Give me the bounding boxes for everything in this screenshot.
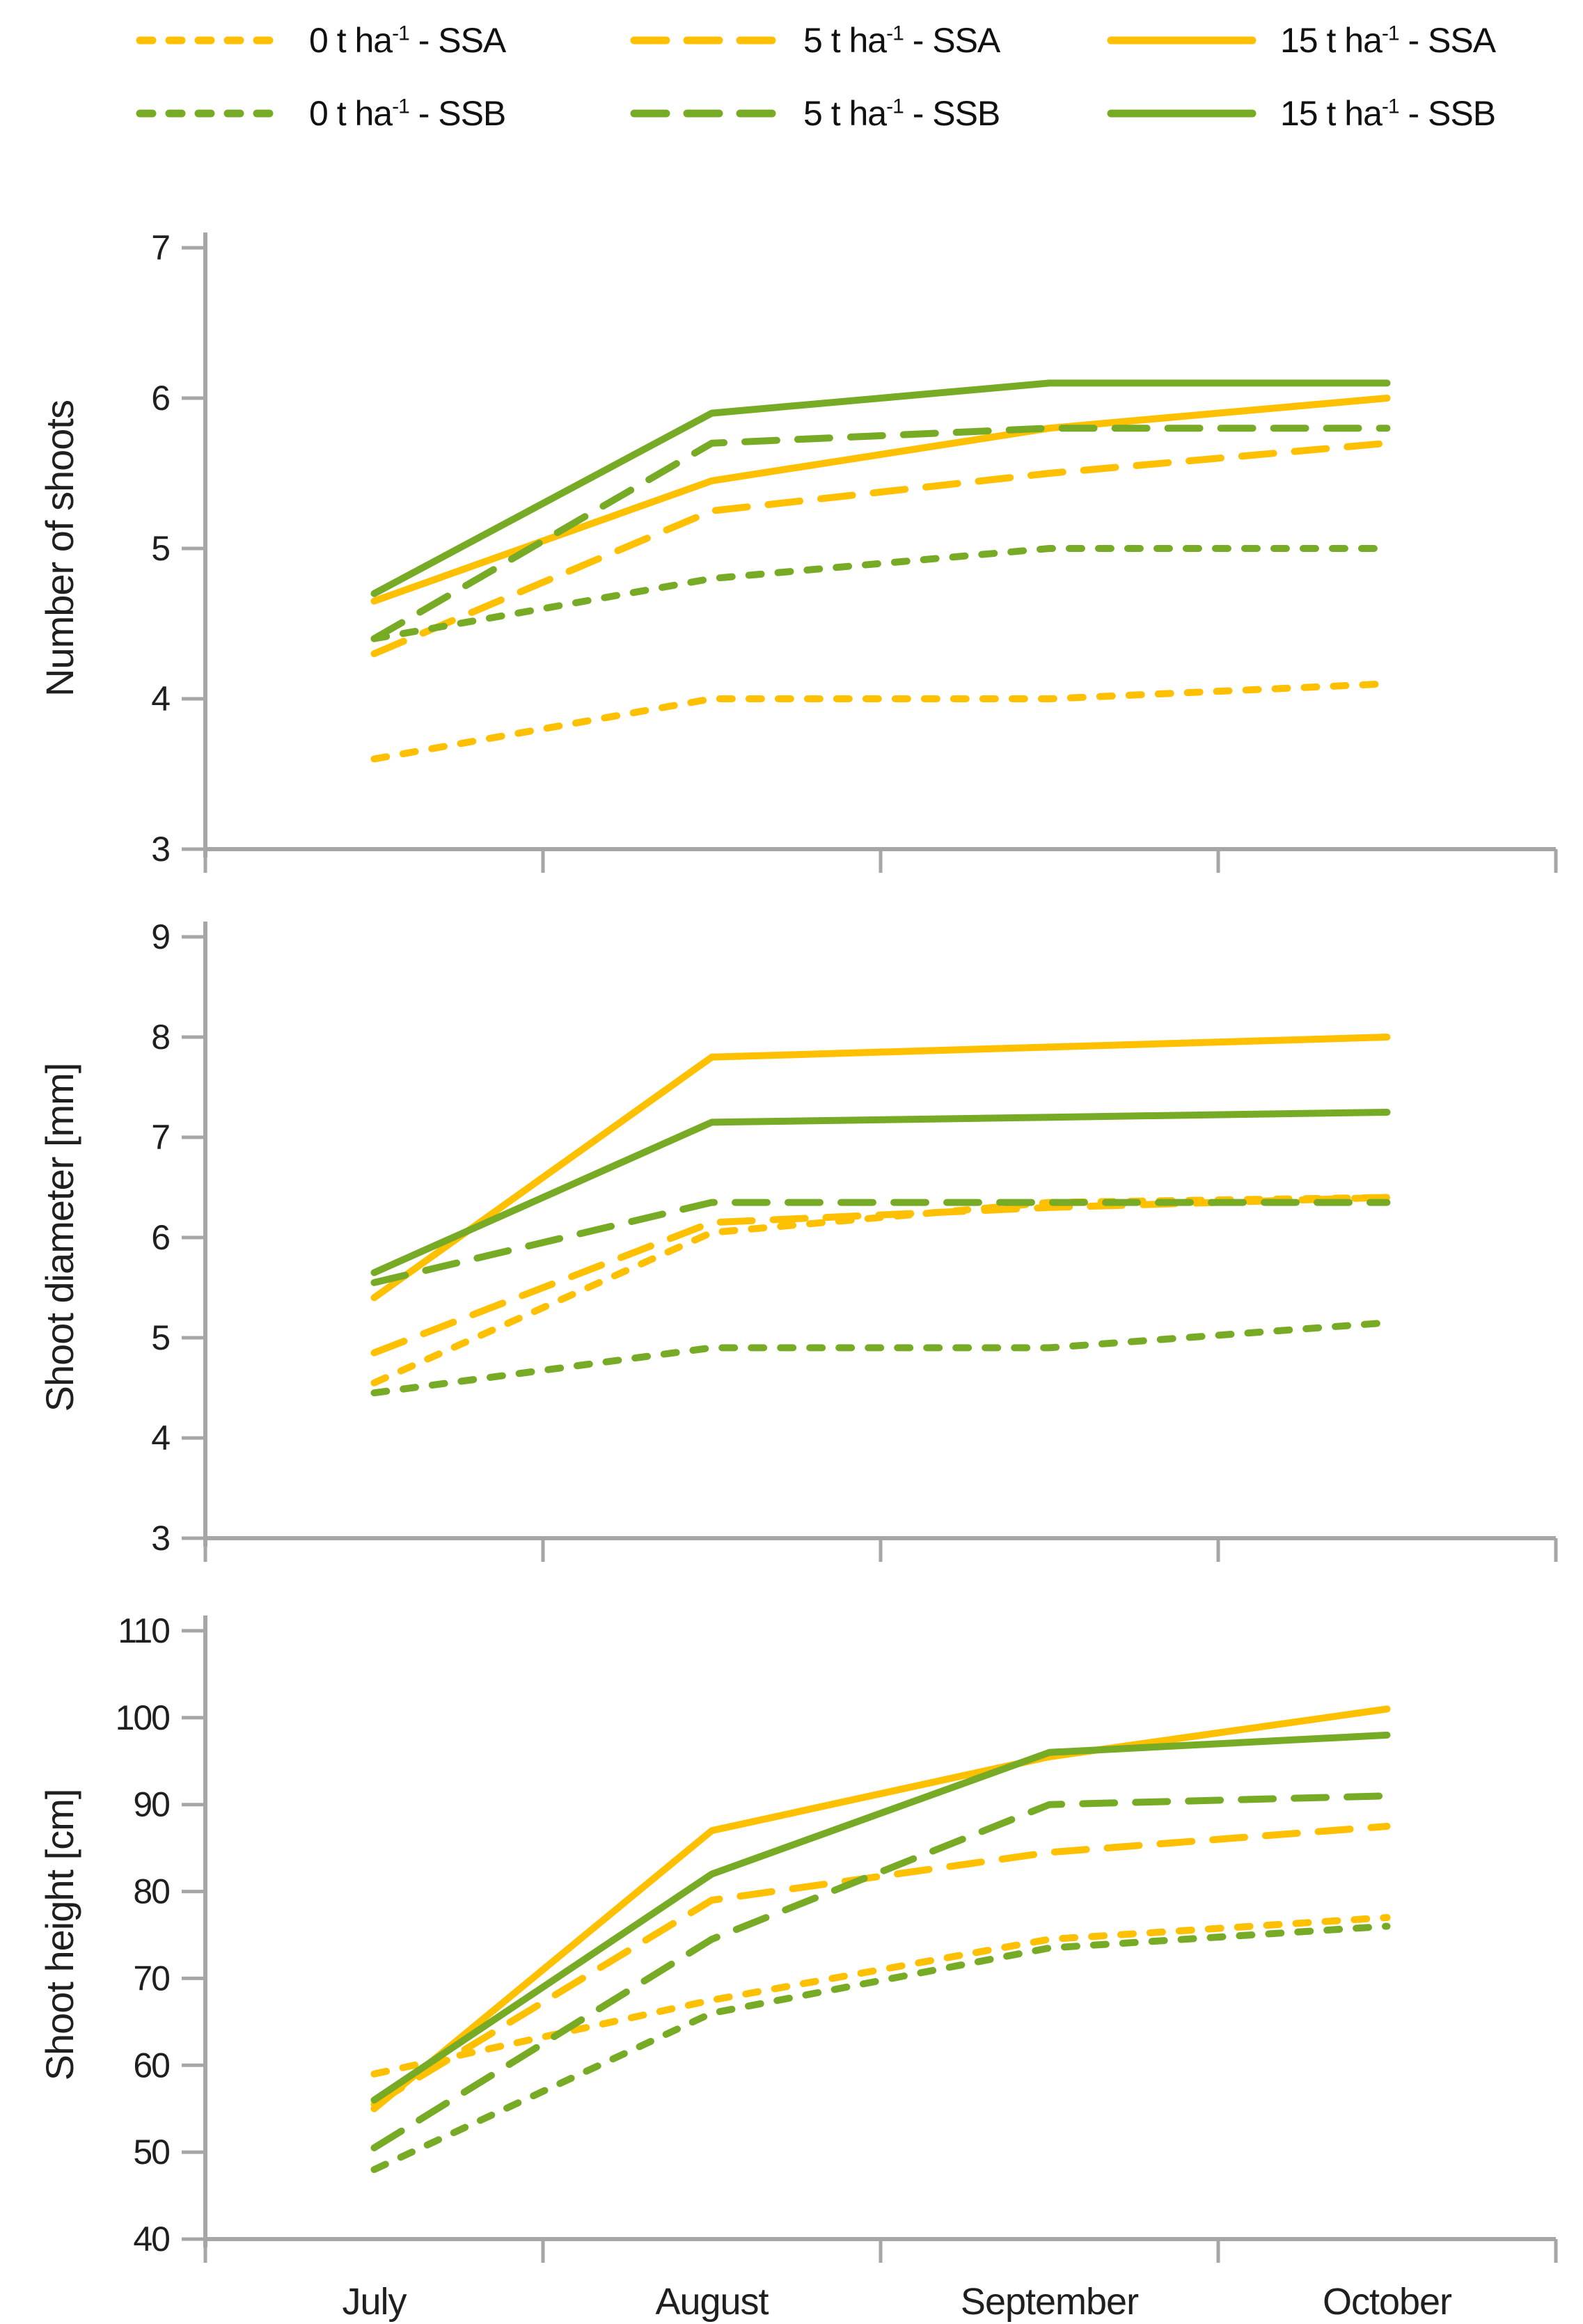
y-tick-label: 40 — [133, 2220, 169, 2259]
legend-item-15SSA: 15 t ha-1 - SSA — [1107, 18, 1496, 63]
series-line-5-t-ha-1---SSB — [370, 425, 1391, 642]
y-tick-label: 7 — [151, 1118, 169, 1157]
y-axis-title-number-of-shoots: Number of shoots — [37, 400, 81, 697]
series-line-15-t-ha-1---SSB — [370, 1109, 1391, 1276]
legend: 0 t ha-1 - SSA 5 t ha-1 - SSA 15 t ha-1 - … — [0, 0, 1583, 160]
y-tick-label: 5 — [151, 1318, 169, 1357]
y-tick-label: 9 — [151, 917, 169, 956]
legend-line-sample-solid — [1107, 36, 1257, 45]
series-line-5-t-ha-1---SSA — [370, 1822, 1391, 2108]
y-axis-title-shoot-height: Shoot height [cm] — [37, 1789, 81, 2081]
y-tick-label: 5 — [151, 529, 169, 568]
series-line-0-t-ha-1---SSA — [370, 1914, 1391, 2078]
series-line-15-t-ha-1---SSA — [370, 1705, 1391, 2112]
series-line-15-t-ha-1---SSB — [370, 379, 1391, 597]
legend-label: 15 t ha-1 - SSB — [1280, 94, 1496, 133]
legend-item-15SSB: 15 t ha-1 - SSB — [1107, 91, 1496, 136]
y-tick-label: 70 — [133, 1959, 169, 1998]
series-line-0-t-ha-1---SSB — [370, 1922, 1391, 2174]
series-line-5-t-ha-1---SSA — [370, 439, 1391, 658]
legend-label: 5 t ha-1 - SSB — [803, 94, 1000, 133]
series-line-0-t-ha-1---SSA — [370, 680, 1391, 763]
series-line-0-t-ha-1---SSA — [370, 1194, 1391, 1386]
y-tick-label: 7 — [151, 228, 169, 267]
legend-line-sample-short — [136, 109, 285, 118]
series-line-15-t-ha-1---SSA — [370, 395, 1391, 605]
y-tick-label: 8 — [151, 1018, 169, 1057]
y-tick-label: 3 — [151, 1519, 169, 1558]
y-tick-label: 50 — [133, 2133, 169, 2172]
series-line-5-t-ha-1---SSB — [370, 1792, 1391, 2151]
legend-line-sample-solid — [1107, 109, 1257, 118]
series-line-15-t-ha-1---SSB — [370, 1731, 1391, 2104]
legend-item-0SSB: 0 t ha-1 - SSB — [136, 91, 506, 136]
series-line-0-t-ha-1---SSB — [370, 1319, 1391, 1397]
series-line-5-t-ha-1---SSB — [370, 1199, 1391, 1286]
x-category-label: October — [1323, 2281, 1452, 2323]
x-category-label: September — [961, 2281, 1139, 2323]
y-axis-title-shoot-diameter: Shoot diameter [mm] — [37, 1063, 81, 1412]
x-category-label: July — [342, 2281, 407, 2323]
y-tick-label: 80 — [133, 1872, 169, 1911]
y-tick-label: 4 — [151, 679, 170, 718]
legend-item-0SSA: 0 t ha-1 - SSA — [136, 18, 506, 63]
y-tick-label: 100 — [116, 1698, 170, 1737]
legend-line-sample-short — [136, 36, 285, 45]
y-tick-label: 6 — [151, 379, 169, 418]
legend-label: 0 t ha-1 - SSA — [309, 21, 506, 60]
x-category-label: August — [655, 2281, 769, 2323]
legend-item-5SSA: 5 t ha-1 - SSA — [630, 18, 1000, 63]
y-tick-label: 110 — [118, 1611, 169, 1650]
y-tick-label: 60 — [133, 2046, 169, 2085]
y-tick-label: 3 — [151, 830, 169, 869]
legend-line-sample-long — [630, 109, 780, 118]
y-tick-label: 90 — [133, 1785, 169, 1824]
legend-line-sample-long — [630, 36, 780, 45]
y-tick-label: 4 — [151, 1418, 170, 1457]
legend-label: 0 t ha-1 - SSB — [309, 94, 506, 133]
series-line-15-t-ha-1---SSA — [370, 1034, 1391, 1302]
y-tick-label: 6 — [151, 1218, 169, 1257]
legend-item-5SSB: 5 t ha-1 - SSB — [630, 91, 1000, 136]
legend-label: 5 t ha-1 - SSA — [803, 21, 1000, 60]
series-line-0-t-ha-1---SSB — [370, 545, 1391, 642]
legend-label: 15 t ha-1 - SSA — [1280, 21, 1496, 60]
